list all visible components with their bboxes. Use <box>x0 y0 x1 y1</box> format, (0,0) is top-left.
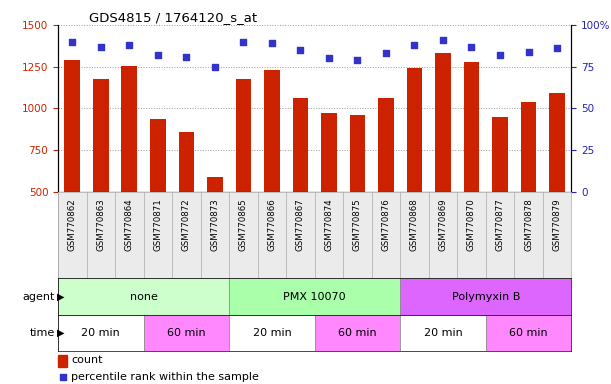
Text: GSM770876: GSM770876 <box>381 198 390 251</box>
Point <box>438 37 448 43</box>
Point <box>181 54 191 60</box>
Text: agent: agent <box>23 291 55 302</box>
Text: GSM770878: GSM770878 <box>524 198 533 251</box>
Bar <box>349 115 365 192</box>
Point <box>409 42 419 48</box>
Text: 60 min: 60 min <box>509 328 548 338</box>
Text: time: time <box>30 328 55 338</box>
Bar <box>207 177 223 192</box>
Bar <box>229 315 315 351</box>
Bar <box>435 53 451 192</box>
Point <box>552 45 562 51</box>
Text: 20 min: 20 min <box>423 328 463 338</box>
Text: Polymyxin B: Polymyxin B <box>452 291 520 302</box>
Point <box>495 52 505 58</box>
Bar <box>407 68 422 192</box>
Bar <box>144 315 229 351</box>
Text: GSM770866: GSM770866 <box>268 198 276 251</box>
Bar <box>486 315 571 351</box>
Point <box>267 40 277 46</box>
Bar <box>400 278 571 315</box>
Text: 20 min: 20 min <box>252 328 291 338</box>
Point <box>96 44 106 50</box>
Text: PMX 10070: PMX 10070 <box>284 291 346 302</box>
Point <box>524 49 533 55</box>
Point <box>125 42 134 48</box>
Bar <box>150 119 166 192</box>
Text: 20 min: 20 min <box>81 328 120 338</box>
Bar <box>229 278 400 315</box>
Point <box>153 52 163 58</box>
Point <box>381 50 391 56</box>
Text: GSM770863: GSM770863 <box>97 198 105 251</box>
Bar <box>321 113 337 192</box>
Point <box>324 55 334 61</box>
Point <box>467 44 477 50</box>
Bar <box>58 278 229 315</box>
Bar <box>549 93 565 192</box>
Text: GDS4815 / 1764120_s_at: GDS4815 / 1764120_s_at <box>89 11 257 24</box>
Text: none: none <box>130 291 158 302</box>
Text: percentile rank within the sample: percentile rank within the sample <box>71 372 259 382</box>
Bar <box>58 315 144 351</box>
Bar <box>378 98 394 192</box>
Text: 60 min: 60 min <box>338 328 377 338</box>
Point <box>58 374 68 380</box>
Bar <box>492 117 508 192</box>
Bar <box>93 79 109 192</box>
Bar <box>65 60 80 192</box>
Text: GSM770874: GSM770874 <box>324 198 334 251</box>
Text: 60 min: 60 min <box>167 328 206 338</box>
Text: GSM770870: GSM770870 <box>467 198 476 251</box>
Bar <box>122 66 137 192</box>
Bar <box>236 79 251 192</box>
Text: GSM770862: GSM770862 <box>68 198 77 251</box>
Text: GSM770864: GSM770864 <box>125 198 134 251</box>
Point <box>210 64 220 70</box>
Text: GSM770871: GSM770871 <box>153 198 163 251</box>
Text: ▶: ▶ <box>57 291 65 302</box>
Text: GSM770873: GSM770873 <box>210 198 219 251</box>
Point <box>353 57 362 63</box>
Bar <box>178 132 194 192</box>
Bar <box>264 70 280 192</box>
Point <box>238 39 248 45</box>
Point <box>296 47 306 53</box>
Text: GSM770867: GSM770867 <box>296 198 305 251</box>
Text: GSM770868: GSM770868 <box>410 198 419 251</box>
Text: GSM770877: GSM770877 <box>496 198 505 251</box>
Bar <box>400 315 486 351</box>
Bar <box>58 355 67 367</box>
Point <box>67 39 77 45</box>
Text: GSM770872: GSM770872 <box>182 198 191 251</box>
Bar <box>293 98 309 192</box>
Text: GSM770875: GSM770875 <box>353 198 362 251</box>
Text: ▶: ▶ <box>57 328 65 338</box>
Bar <box>464 62 480 192</box>
Bar <box>315 315 400 351</box>
Text: GSM770869: GSM770869 <box>439 198 447 251</box>
Text: count: count <box>71 356 103 366</box>
Text: GSM770865: GSM770865 <box>239 198 248 251</box>
Text: GSM770879: GSM770879 <box>552 198 562 251</box>
Bar <box>521 102 536 192</box>
